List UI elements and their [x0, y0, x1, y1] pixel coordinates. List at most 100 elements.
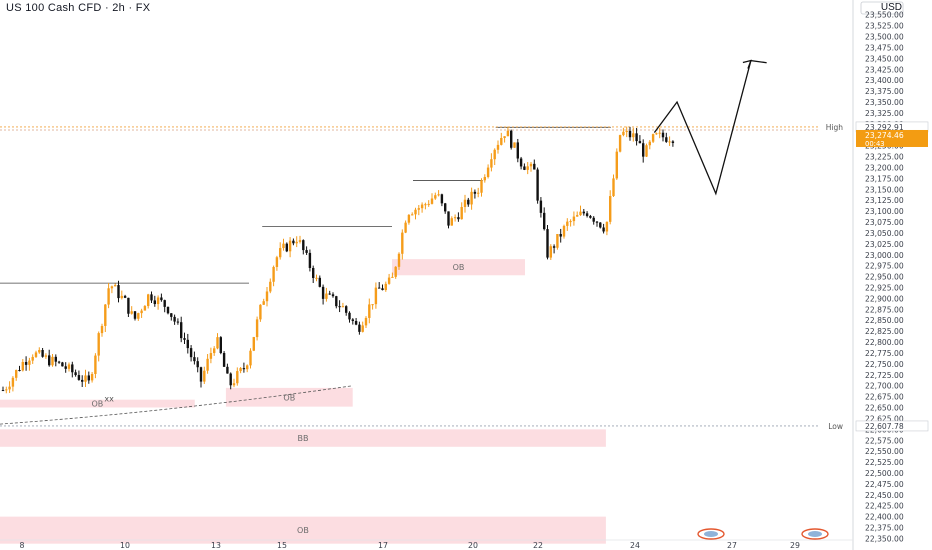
candle-body-185: [612, 178, 615, 197]
candle-body-188: [622, 131, 625, 136]
y-tick-22: 23,000.00: [865, 251, 904, 260]
currency-box[interactable]: [860, 1, 904, 15]
current-countdown: 00:43: [865, 140, 885, 148]
candle-body-96: [318, 277, 321, 287]
candle-body-77: [255, 319, 259, 338]
candle-body-15: [51, 356, 54, 366]
candle-body-7: [24, 362, 28, 365]
event-icon-core-1: [808, 531, 822, 537]
candle-body-190: [628, 130, 632, 138]
candle-body-21: [71, 364, 74, 373]
candle-body-22: [74, 372, 77, 376]
candle-body-157: [519, 158, 523, 167]
candle-body-176: [582, 211, 585, 214]
candle-body-98: [325, 293, 328, 299]
candle-body-18: [61, 362, 64, 367]
candle-body-148: [490, 159, 493, 168]
y-tick-8: 23,350.00: [865, 98, 904, 107]
zone-2: [392, 259, 525, 276]
candle-body-137: [453, 217, 457, 219]
price-axis[interactable]: [853, 0, 932, 550]
y-tick-28: 22,850.00: [865, 316, 904, 325]
y-tick-17: 23,125.00: [865, 196, 904, 205]
candle-body-138: [457, 217, 460, 220]
candle-body-179: [592, 217, 595, 222]
zone-label-1: OB: [283, 393, 295, 402]
candle-body-32: [107, 288, 110, 305]
y-tick-37: 22,625.00: [865, 414, 904, 423]
y-tick-29: 22,825.00: [865, 327, 904, 336]
candle-body-162: [536, 169, 539, 201]
y-tick-47: 22,375.00: [865, 524, 904, 533]
candle-body-82: [272, 266, 275, 282]
candle-body-6: [21, 362, 24, 371]
candle-body-102: [338, 306, 341, 308]
candle-body-127: [420, 204, 424, 209]
y-tick-42: 22,500.00: [865, 469, 904, 478]
low-value: 22,607.78: [865, 422, 904, 431]
candle-body-17: [57, 361, 61, 363]
candle-body-125: [414, 209, 417, 215]
low-label: Low: [828, 422, 843, 431]
candle-body-31: [104, 304, 107, 326]
candle-body-167: [552, 246, 556, 248]
candle-body-180: [595, 221, 599, 223]
candle-body-74: [246, 365, 249, 370]
y-tick-23: 22,975.00: [865, 262, 904, 271]
candle-body-203: [671, 141, 675, 144]
candle-body-45: [150, 294, 153, 301]
candle-body-140: [463, 199, 467, 207]
candle-body-0: [1, 390, 5, 392]
candle-body-88: [292, 240, 295, 244]
candle-body-61: [203, 370, 206, 382]
candle-body-147: [486, 167, 490, 177]
candle-body-63: [209, 353, 213, 359]
currency-label[interactable]: USD: [880, 2, 902, 13]
candle-body-199: [658, 132, 661, 134]
candle-body-189: [625, 130, 628, 132]
y-tick-21: 23,025.00: [865, 240, 904, 249]
candle-body-108: [358, 324, 361, 332]
candle-body-202: [668, 141, 671, 143]
candle-body-55: [183, 338, 186, 340]
y-tick-35: 22,675.00: [865, 393, 904, 402]
y-tick-0: 23,550.00: [865, 11, 904, 20]
candle-body-169: [559, 233, 562, 237]
candle-body-44: [147, 294, 150, 307]
candle-body-145: [480, 180, 483, 193]
candle-body-58: [193, 357, 196, 362]
candle-body-144: [477, 192, 480, 194]
candle-body-101: [335, 296, 338, 307]
y-tick-33: 22,725.00: [865, 371, 904, 380]
candle-body-35: [117, 285, 120, 299]
y-tick-32: 22,750.00: [865, 360, 904, 369]
candle-body-42: [140, 310, 143, 314]
candle-body-81: [269, 281, 272, 292]
candle-body-191: [632, 133, 635, 138]
y-tick-43: 22,475.00: [865, 480, 904, 489]
x-tick-4: 17: [378, 541, 388, 550]
candle-body-152: [503, 136, 506, 138]
candle-body-159: [526, 166, 529, 170]
candle-body-86: [285, 243, 288, 252]
candle-body-103: [341, 306, 345, 308]
candle-body-84: [279, 248, 282, 258]
candle-body-43: [143, 306, 147, 311]
candle-body-124: [411, 214, 414, 216]
candle-body-47: [156, 297, 160, 305]
candle-body-11: [38, 349, 41, 353]
candle-body-75: [249, 350, 252, 366]
candle-body-104: [345, 306, 348, 313]
candle-body-106: [351, 319, 354, 321]
candle-body-110: [364, 317, 368, 326]
x-tick-2: 13: [211, 541, 221, 550]
event-icon-core-0: [704, 531, 718, 537]
y-tick-48: 22,350.00: [865, 534, 904, 543]
candle-body-187: [618, 135, 622, 152]
candle-body-54: [180, 322, 183, 339]
y-tick-44: 22,450.00: [865, 491, 904, 500]
current-price-box: [856, 129, 928, 147]
candle-body-83: [275, 257, 279, 267]
candle-body-76: [252, 337, 255, 351]
